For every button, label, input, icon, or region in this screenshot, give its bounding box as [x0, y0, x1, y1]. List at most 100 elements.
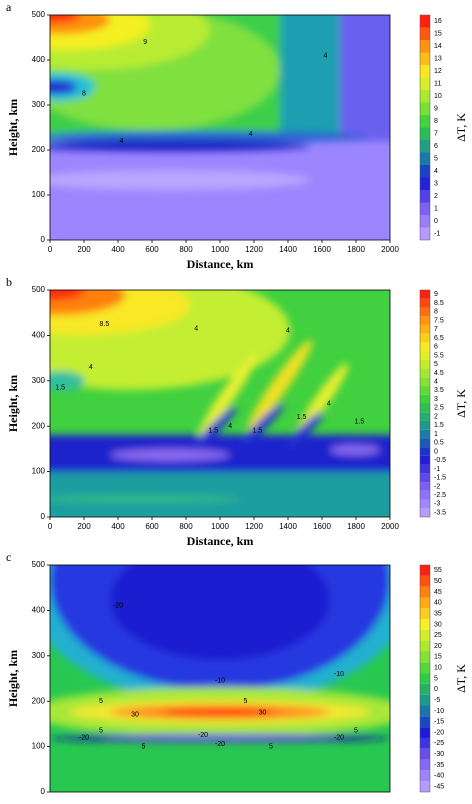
colorbar-swatch [420, 190, 430, 203]
colorbar-label: 7 [434, 326, 438, 333]
contour-label: 1.5 [297, 414, 307, 421]
x-tick-label: 0 [48, 522, 53, 531]
colorbar-label: -3.5 [434, 509, 446, 516]
colorbar-label: -15 [434, 719, 444, 726]
contour-label: 8.5 [100, 321, 110, 328]
colorbar-swatch [420, 102, 430, 115]
contour-label: 4 [194, 325, 198, 332]
colorbar-label: 0 [434, 686, 438, 693]
colorbar-swatch [420, 386, 430, 395]
x-tick-label: 0 [48, 245, 53, 254]
colorbar-swatch [420, 619, 430, 630]
contour-label: 5 [99, 698, 103, 705]
y-tick-label: 0 [41, 512, 46, 521]
colorbar-swatch [420, 298, 430, 308]
colorbar-label: -2 [434, 483, 440, 490]
colorbar-swatch [420, 140, 430, 153]
x-tick-label: 1600 [313, 245, 331, 254]
contour-label: -10 [215, 678, 225, 685]
colorbar-swatch [420, 608, 430, 620]
colorbar-label: 5 [434, 156, 438, 163]
colorbar-title: ΔT, K [454, 113, 468, 142]
colorbar-swatch [420, 359, 430, 369]
colorbar-swatch [420, 227, 430, 240]
contour-label: 8 [82, 91, 86, 98]
colorbar-swatch [420, 597, 430, 609]
x-tick-label: 1800 [347, 245, 365, 254]
colorbar-swatch [420, 333, 430, 343]
colorbar-label: -3 [434, 501, 440, 508]
colorbar-swatch [420, 316, 430, 325]
colorbar-label: 9 [434, 106, 438, 113]
colorbar-label: -5 [434, 697, 440, 704]
colorbar-label: 7 [434, 131, 438, 138]
contour-label: 5 [354, 728, 358, 735]
x-tick-label: 1800 [347, 522, 365, 531]
colorbar-swatch [420, 403, 430, 413]
y-axis-title: Height, km [6, 99, 20, 156]
contour-label: 1.5 [355, 419, 365, 426]
contour-label: -20 [79, 734, 89, 741]
colorbar-swatch [420, 342, 430, 352]
colorbar-swatch [420, 565, 430, 576]
colorbar-label: 3 [434, 181, 438, 188]
panel-label: a [6, 0, 12, 14]
colorbar-label: 25 [434, 632, 442, 639]
colorbar-frame [419, 564, 431, 793]
x-tick-label: 200 [77, 522, 91, 531]
colorbar-label: 4 [434, 168, 438, 175]
colorbar-label: 6.5 [434, 335, 444, 342]
colorbar-label: 5.5 [434, 352, 444, 359]
colorbar-label: 1 [434, 431, 438, 438]
colorbar-swatch [420, 177, 430, 190]
colorbar-swatch [420, 351, 430, 360]
colorbar-swatch [420, 586, 430, 598]
colorbar-label: 4.5 [434, 370, 444, 377]
colorbar-swatch [420, 368, 430, 378]
colorbar-label: 4 [434, 379, 438, 386]
contour-label: 5 [269, 743, 273, 750]
colorbar-label: 30 [434, 621, 442, 628]
x-tick-label: 1600 [313, 522, 331, 531]
colorbar-label: -30 [434, 751, 444, 758]
colorbar-swatch [420, 683, 430, 695]
colorbar-swatch [420, 324, 430, 334]
colorbar-swatch [420, 40, 430, 53]
colorbar-label: 20 [434, 643, 442, 650]
colorbar-label: 2 [434, 193, 438, 200]
y-tick-label: 400 [32, 331, 46, 340]
colorbar-swatch [420, 770, 430, 782]
colorbar-label: 0 [434, 218, 438, 225]
colorbar-swatch [420, 394, 430, 404]
colorbar-swatch [420, 77, 430, 90]
colorbar-swatch [420, 673, 430, 684]
colorbar-swatch [420, 307, 430, 317]
colorbar-swatch [420, 90, 430, 103]
contour-label: 4 [89, 364, 93, 371]
colorbar-swatch [420, 438, 430, 448]
colorbar-swatch [420, 215, 430, 228]
contour-label: 4 [119, 138, 123, 145]
colorbar-label: 8 [434, 118, 438, 125]
colorbar-swatch [420, 473, 430, 483]
colorbar-label: 8.5 [434, 300, 444, 307]
colorbar-swatch [420, 651, 430, 663]
y-tick-label: 200 [32, 696, 46, 705]
colorbar-swatch [420, 290, 430, 299]
y-tick-label: 300 [32, 376, 46, 385]
colorbar-label: 1.5 [434, 422, 444, 429]
x-axis-title: Distance, km [187, 534, 254, 548]
colorbar-label: 16 [434, 18, 442, 25]
colorbar-swatch [420, 705, 430, 717]
x-tick-label: 1200 [245, 245, 263, 254]
x-tick-label: 1000 [211, 245, 229, 254]
colorbar-frame [419, 289, 431, 518]
colorbar-label: 2.5 [434, 405, 444, 412]
colorbar-label: -10 [434, 708, 444, 715]
colorbar-swatch [420, 15, 430, 28]
colorbar-swatch [420, 748, 430, 760]
x-tick-label: 800 [179, 522, 193, 531]
colorbar-label: 8 [434, 309, 438, 316]
x-tick-label: 400 [111, 245, 125, 254]
